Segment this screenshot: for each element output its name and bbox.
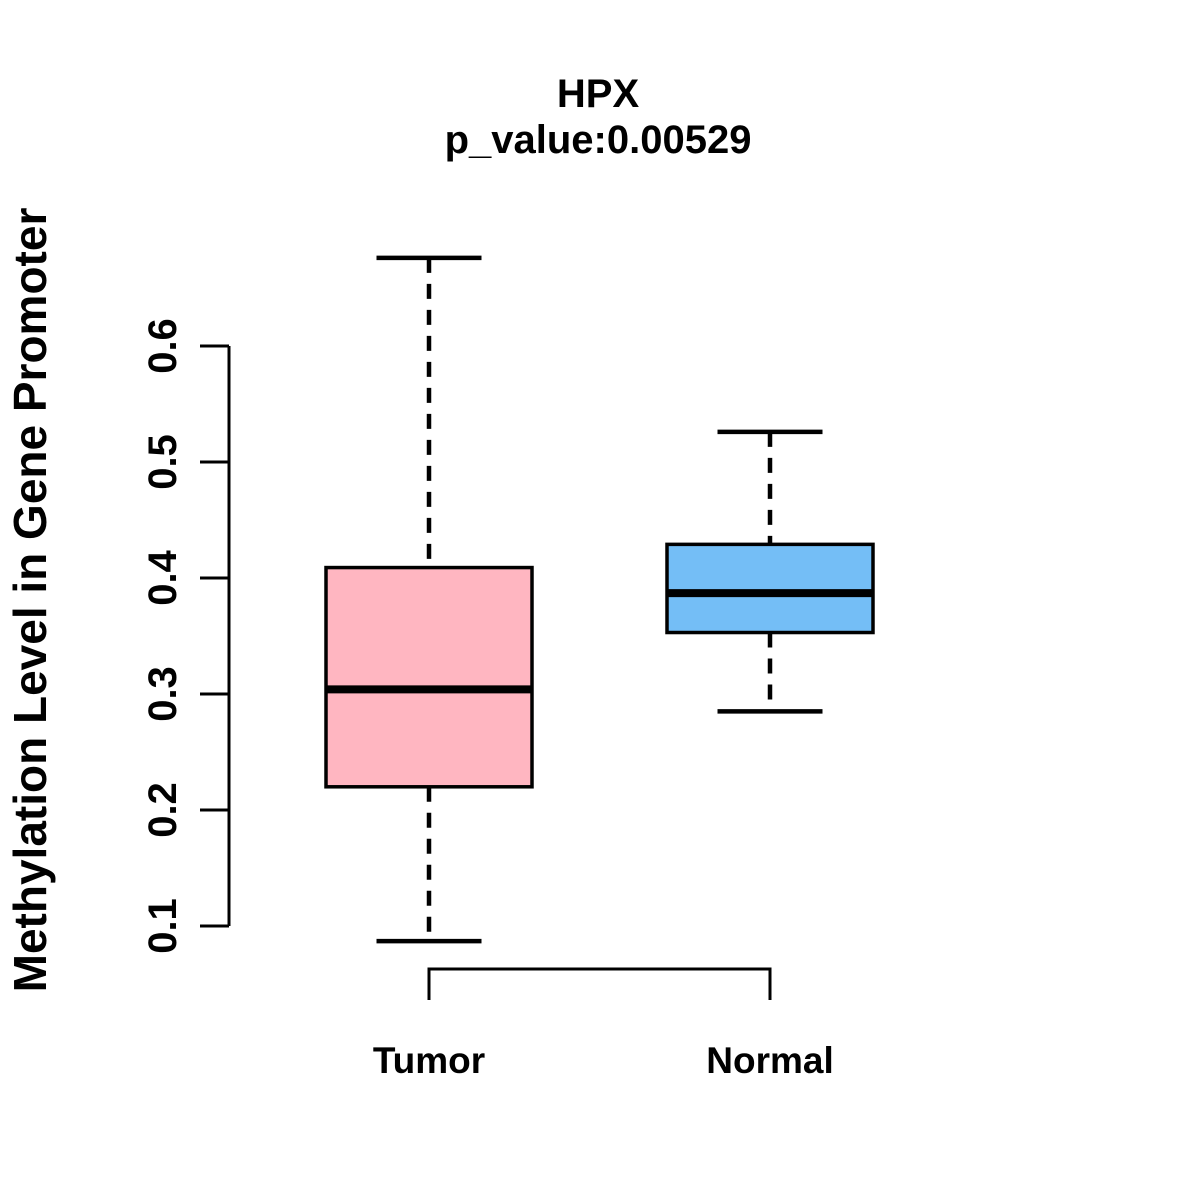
y-axis-tick-label: 0.3 xyxy=(141,666,185,722)
chart-subtitle: p_value:0.00529 xyxy=(445,118,752,162)
box-series xyxy=(324,255,875,944)
category-label-tumor: Tumor xyxy=(373,1040,485,1081)
chart-title: HPX xyxy=(557,72,640,116)
y-axis-tick-label: 0.5 xyxy=(141,434,185,490)
box-group-normal xyxy=(665,429,875,714)
tumor-iqr-box xyxy=(324,565,534,789)
x-axis: Tumor Normal xyxy=(373,967,834,1081)
y-axis-tick-label: 0.1 xyxy=(141,898,185,954)
y-axis: 0.1 0.2 0.3 0.4 0.5 0.6 xyxy=(141,318,231,954)
normal-iqr-box xyxy=(665,542,875,635)
category-label-normal: Normal xyxy=(706,1040,833,1081)
x-axis-bracket xyxy=(427,967,772,1000)
y-axis-label: Methylation Level in Gene Promoter xyxy=(4,208,56,993)
box-group-tumor xyxy=(324,255,534,944)
y-axis-tick-label: 0.6 xyxy=(141,318,185,374)
y-axis-tick-label: 0.2 xyxy=(141,782,185,838)
y-axis-tick-label: 0.4 xyxy=(141,549,185,605)
